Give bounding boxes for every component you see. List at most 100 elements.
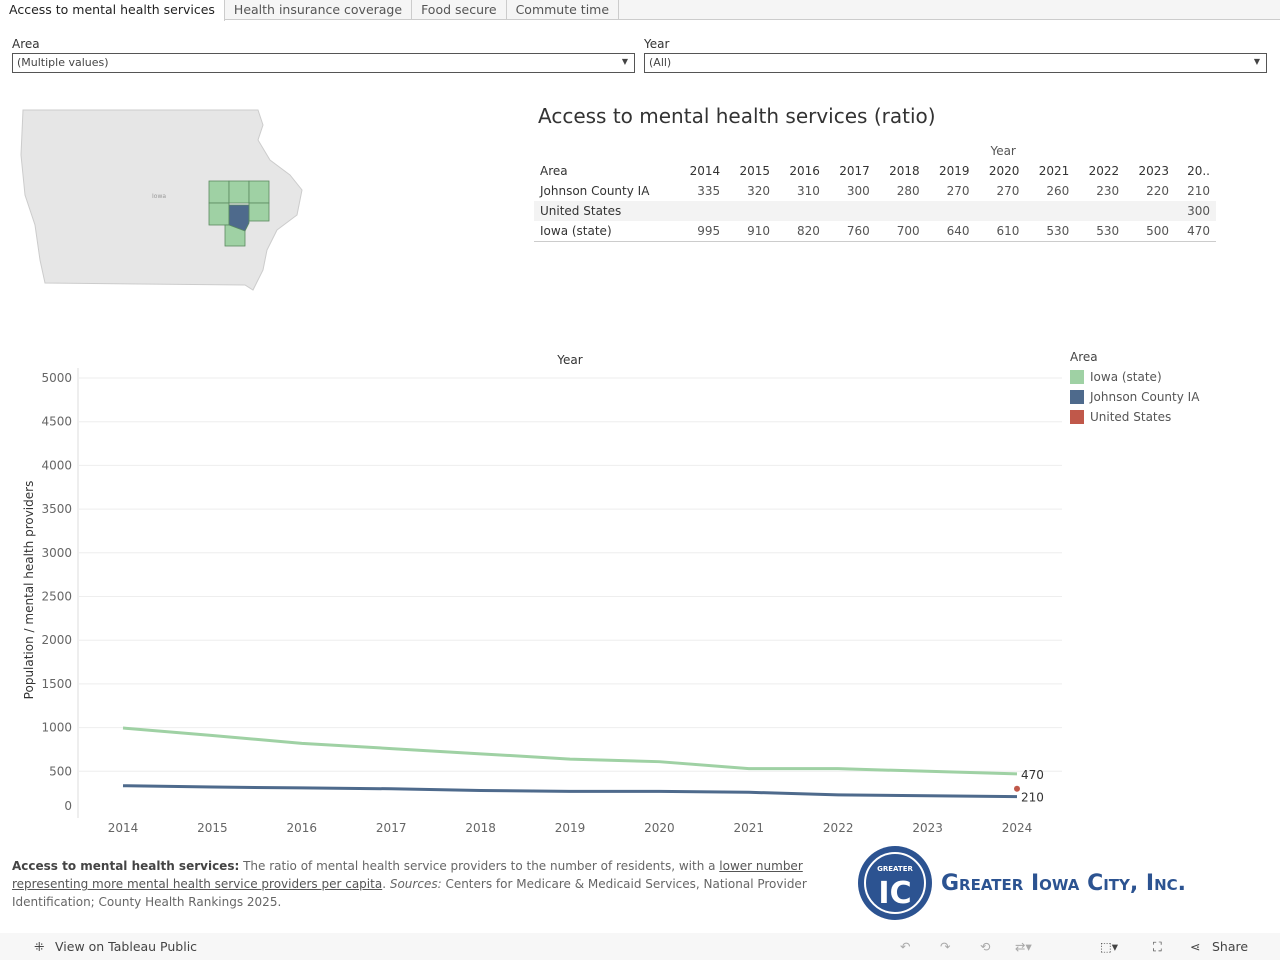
year-column-header[interactable]: 2014 (689, 164, 721, 178)
table-cell: 700 (875, 221, 926, 242)
caption-link[interactable]: lower number representing more mental he… (12, 859, 803, 891)
year-column-header[interactable]: 2016 (789, 164, 820, 178)
x-tick-label: 2021 (734, 821, 765, 835)
table-cell (1125, 201, 1176, 221)
x-tick-label: 2022 (823, 821, 854, 835)
year-column-header[interactable]: 2015 (739, 164, 771, 178)
area-header: Area (540, 164, 568, 178)
table-cell: 500 (1125, 221, 1176, 242)
year-column-header[interactable]: 2018 (889, 164, 920, 178)
caption-heading: Access to mental health services: (12, 859, 240, 873)
legend-label: United States (1090, 410, 1172, 424)
year-column-header[interactable]: 2021 (1038, 164, 1070, 178)
table-cell: 300 (1175, 201, 1216, 221)
legend-item-iowa[interactable]: Iowa (state) (1070, 370, 1199, 384)
gic-badge-icon: GREATER IC (858, 846, 932, 920)
map-county[interactable] (208, 180, 230, 204)
caption-text: The ratio of mental health service provi… (239, 859, 720, 873)
year-column-header[interactable]: 2019 (939, 164, 970, 178)
x-tick-label: 2015 (197, 821, 228, 835)
tab-insurance[interactable]: Health insurance coverage (225, 0, 413, 20)
redo-icon[interactable]: ↷ (940, 939, 951, 954)
table-cell (1075, 201, 1126, 221)
y-tick-label: 1000 (41, 721, 72, 735)
caption: Access to mental health services: The ra… (12, 857, 842, 911)
share-icon[interactable]: ⋖ (1190, 939, 1201, 954)
y-tick-label: 2000 (41, 633, 72, 647)
end-label: 470 (1021, 768, 1044, 782)
revert-icon[interactable]: ⟲ (980, 939, 991, 954)
table-cell: 300 (846, 184, 870, 198)
table-cell (1025, 201, 1076, 221)
undo-icon[interactable]: ↶ (900, 939, 911, 954)
tab-commute[interactable]: Commute time (507, 0, 620, 20)
legend-label: Iowa (state) (1090, 370, 1162, 384)
map-county-johnson[interactable] (228, 204, 250, 232)
fullscreen-icon[interactable]: ⛶ (1153, 939, 1162, 954)
tab-food[interactable]: Food secure (412, 0, 507, 20)
table-cell: 995 (676, 221, 727, 242)
y-tick-label: 3500 (41, 502, 72, 516)
map-county[interactable] (208, 202, 230, 226)
table-cell (676, 201, 727, 221)
table-cell: 320 (747, 184, 771, 198)
svg-text:IC: IC (878, 876, 911, 911)
refresh-icon[interactable]: ⇄▾ (1015, 939, 1032, 954)
svg-text:GREATER: GREATER (877, 865, 913, 873)
tab-mental-health[interactable]: Access to mental health services (0, 0, 225, 21)
year-column-header[interactable]: 2017 (839, 164, 870, 178)
map-county[interactable] (248, 180, 270, 204)
table-cell (975, 201, 1026, 221)
year-column-header[interactable]: 2022 (1088, 164, 1120, 178)
end-label: 210 (1021, 791, 1044, 805)
year-column-header[interactable]: 20.. (1187, 164, 1210, 178)
tableau-icon: ⁜ (34, 939, 45, 954)
table-cell: 260 (1046, 184, 1070, 198)
caption-text: Centers for Medicare & Medicaid Services… (12, 877, 807, 909)
year-header: Year (990, 144, 1016, 158)
legend-swatch (1070, 410, 1084, 424)
tableau-footer: ⁜ View on Tableau Public ↶ ↷ ⟲ ⇄▾ ⬚▾ ⛶ ⋖… (0, 933, 1280, 960)
row-label: Johnson County IA (540, 184, 650, 198)
table-cell: 270 (996, 184, 1020, 198)
map-county[interactable] (248, 202, 270, 222)
y-tick-label: 5000 (41, 371, 72, 385)
dropdown-arrow-icon: ▼ (1253, 57, 1260, 66)
map-county[interactable] (228, 180, 250, 204)
viz-title: Access to mental health services (ratio) (538, 104, 936, 128)
legend-item-us[interactable]: United States (1070, 410, 1199, 424)
x-tick-label: 2016 (287, 821, 318, 835)
dropdown-arrow-icon: ▼ (621, 57, 628, 66)
year-column-header[interactable]: 2023 (1138, 164, 1170, 178)
area-filter-select[interactable]: (Multiple values) ▼ (12, 53, 635, 73)
table-cell: 760 (825, 221, 876, 242)
x-tick-label: 2023 (912, 821, 943, 835)
gic-logo: GREATER IC Greater Iowa City, Inc. (857, 845, 1257, 921)
table-cell: 610 (975, 221, 1026, 242)
x-tick-label: 2014 (108, 821, 139, 835)
table-cell: 210 (1187, 184, 1210, 198)
table-cell: 310 (797, 184, 820, 198)
series-point-2 (1014, 785, 1020, 792)
table-cell: 640 (925, 221, 976, 242)
share-button[interactable]: Share (1212, 939, 1249, 954)
series-line-1 (122, 784, 1018, 799)
sources-label: Sources: (389, 877, 442, 891)
view-on-tableau-link[interactable]: View on Tableau Public (55, 939, 198, 954)
table-cell: 530 (1025, 221, 1076, 242)
y-tick-label: 4500 (41, 415, 72, 429)
download-icon[interactable]: ⬚▾ (1100, 939, 1119, 954)
year-column-header[interactable]: 2020 (988, 164, 1020, 178)
row-label: Iowa (state) (534, 221, 677, 242)
table-cell: 220 (1146, 184, 1170, 198)
data-table: Year Area 2014 2015 2016 2017 2018 2019 2020 202… (534, 141, 1216, 242)
year-filter-select[interactable]: (All) ▼ (644, 53, 1267, 73)
iowa-map[interactable]: Iowa (15, 105, 310, 295)
legend-item-johnson[interactable]: Johnson County IA (1070, 390, 1199, 404)
table-cell (726, 201, 777, 221)
y-axis-label: Population / mental health providers (22, 481, 36, 700)
area-filter-label: Area (12, 37, 40, 51)
year-filter-value: (All) (649, 56, 672, 69)
x-tick-label: 2020 (644, 821, 675, 835)
year-filter-label: Year (644, 37, 670, 51)
